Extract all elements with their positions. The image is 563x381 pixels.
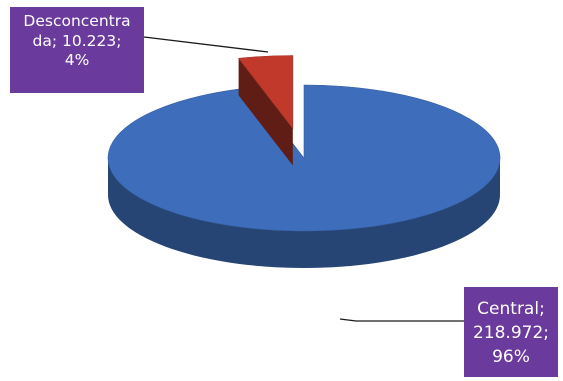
leader-line-desconcentrada (143, 36, 269, 53)
slice-top (238, 55, 294, 130)
leader-lines (143, 36, 464, 322)
leader-line-central-stub (339, 318, 357, 322)
label-line: Desconcentra (23, 12, 131, 30)
data-label-central: Central; 218.972; 96% (464, 287, 558, 377)
label-line: Central; (477, 299, 545, 319)
label-line: 96% (492, 347, 530, 367)
label-line: 4% (64, 51, 90, 69)
slice-side (108, 158, 500, 268)
slice-central (107, 84, 501, 268)
data-label-desconcentrada: Desconcentra da; 10.223; 4% (10, 7, 144, 93)
slice-desconcentrada (238, 55, 294, 166)
label-line: da; 10.223; (32, 31, 122, 50)
slice-cut-wall (238, 58, 293, 166)
label-line: 218.972; (472, 323, 550, 343)
slice-top (107, 84, 501, 232)
pie-group (107, 55, 501, 268)
